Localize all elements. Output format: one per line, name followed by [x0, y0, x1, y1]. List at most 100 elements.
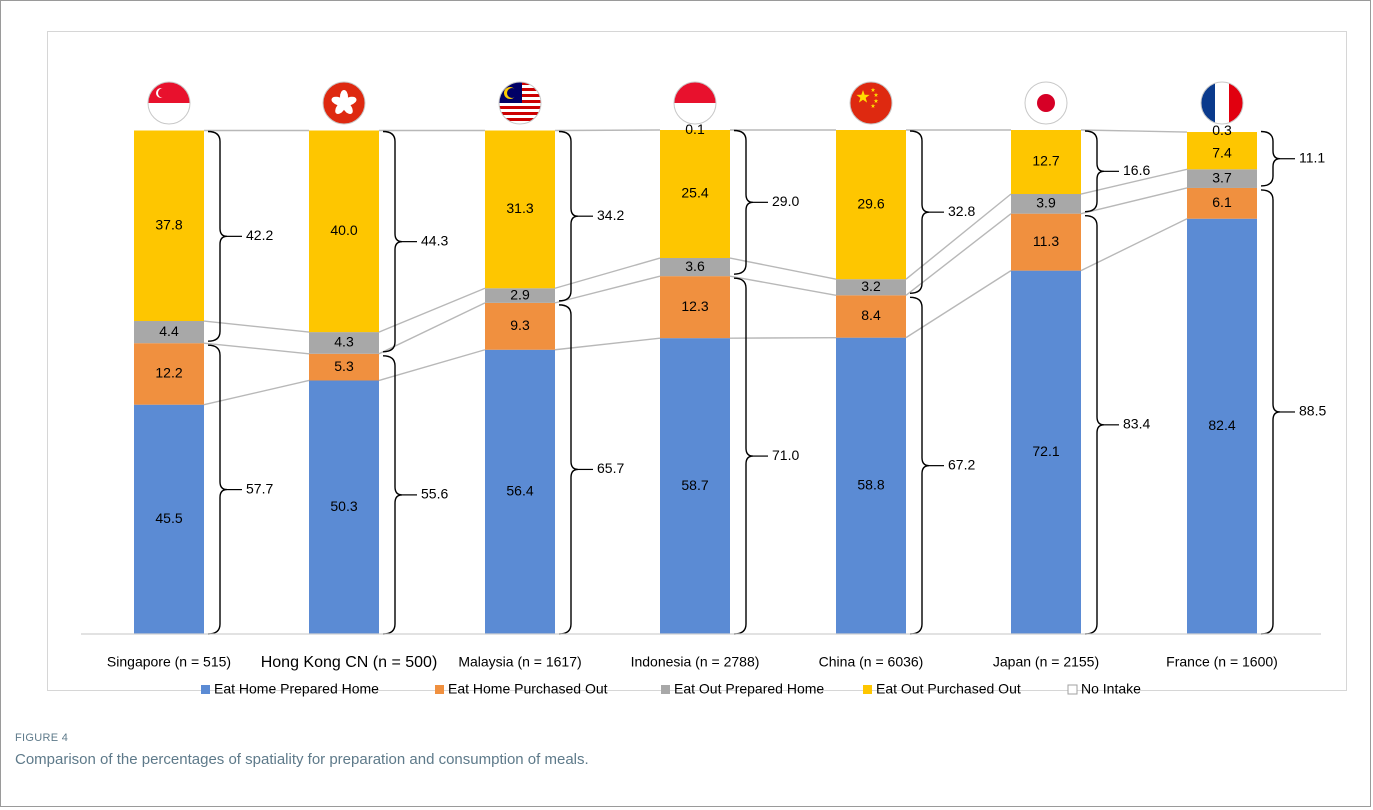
flag-outline [673, 81, 717, 125]
flag-body [850, 82, 892, 124]
bar-segment [134, 321, 204, 344]
chart-area [47, 31, 1347, 691]
total-bracket [1084, 130, 1105, 213]
bar-segment [1187, 218, 1257, 635]
flag-outline [849, 81, 893, 125]
bracket-total-label: 44.3 [421, 232, 448, 248]
bracket-total-label: 83.4 [1123, 416, 1150, 432]
category-label: Japan (n = 2155) [993, 654, 1099, 670]
flag-stripe [499, 115, 541, 119]
bar-segment [660, 258, 730, 277]
flag-star [870, 103, 876, 108]
series-connector-line [554, 129, 661, 132]
category-label: Indonesia (n = 2788) [631, 654, 760, 670]
category-label: Malaysia (n = 1617) [458, 654, 581, 670]
bar-value-label: 40.0 [330, 222, 357, 238]
bar-value-label: 6.1 [1212, 194, 1232, 210]
series-connector-line [905, 213, 1012, 296]
bar-value-label: 11.3 [1033, 233, 1059, 249]
bracket-total-label: 32.8 [948, 203, 975, 219]
bar-segment [309, 332, 379, 354]
bar-segment [1011, 194, 1081, 214]
total-bracket [207, 344, 228, 635]
flag-field [148, 82, 190, 103]
bar-segment [660, 130, 730, 259]
flag-stripe [1215, 82, 1230, 124]
bar-value-label: 3.7 [1212, 169, 1232, 185]
total-bracket [207, 130, 228, 342]
connector-lines [203, 129, 1188, 406]
bar-value-label: 58.7 [681, 477, 708, 493]
flag-stripe [499, 106, 541, 110]
flag-field [850, 82, 892, 124]
flag-outline [1200, 81, 1244, 125]
series-connector-line [203, 320, 310, 333]
series-connector-line [554, 257, 661, 289]
bar-value-label: 2.9 [510, 286, 530, 302]
bracket-total-label: 16.6 [1123, 162, 1150, 178]
legend-swatch [863, 685, 872, 694]
bar-segment [1011, 270, 1081, 634]
indonesia-flag-icon [673, 81, 717, 125]
legend-label: Eat Home Purchased Out [448, 681, 608, 697]
bar-value-label: 0.1 [685, 121, 705, 137]
bar-value-label: 0.3 [1212, 122, 1232, 138]
total-bracket [558, 304, 579, 635]
bar-segment [1187, 187, 1257, 219]
series-connector-line [1080, 218, 1188, 272]
flag-stripe [499, 118, 541, 122]
bar-segment [485, 349, 555, 634]
japan-flag-icon [1024, 81, 1068, 125]
legend-swatch [201, 685, 210, 694]
figure-label: FIGURE 4 [15, 732, 69, 744]
bar-segment [309, 130, 379, 333]
series-connector-line [729, 275, 837, 297]
legend-label: No Intake [1081, 681, 1141, 697]
figure-caption: Comparison of the percentages of spatial… [15, 751, 589, 768]
total-bracket [733, 277, 754, 635]
bar-value-label: 58.8 [857, 477, 884, 493]
flag-body [148, 82, 190, 124]
flag-body [499, 82, 541, 124]
bar-segment [1187, 169, 1257, 188]
bar-value-label: 31.3 [506, 200, 533, 216]
bracket-total-label: 65.7 [597, 460, 624, 476]
legend-swatch [435, 685, 444, 694]
flag-stripe [499, 112, 541, 116]
malaysia-flag-icon [498, 81, 542, 125]
series-connector-line [1080, 129, 1188, 133]
bar-value-label: 7.4 [1212, 144, 1232, 160]
flag-field [674, 82, 716, 103]
total-bracket [733, 129, 754, 275]
bar-value-label: 56.4 [506, 483, 533, 499]
bar-value-label: 3.2 [861, 278, 881, 294]
bar-value-label: 3.6 [685, 258, 705, 274]
bar-segment [1187, 132, 1257, 170]
flag-moon [158, 88, 168, 98]
flag-star [873, 92, 879, 97]
total-bracket [909, 296, 930, 635]
legend-label: Eat Out Prepared Home [674, 681, 824, 697]
bracket-total-label: 42.2 [246, 227, 273, 243]
flag-body [674, 82, 716, 124]
flag-stripe [499, 109, 541, 113]
bar-value-label: 12.3 [681, 298, 708, 314]
hong-kong-flag-icon [322, 81, 366, 125]
category-label: France (n = 1600) [1166, 654, 1278, 670]
bracket-total-label: 55.6 [421, 486, 448, 502]
bar-segment [134, 343, 204, 405]
total-bracket [1084, 214, 1105, 635]
bar-value-label: 4.4 [159, 323, 179, 339]
bracket-total-label: 67.2 [948, 456, 975, 472]
category-label: Hong Kong CN (n = 500) [261, 654, 438, 671]
bar-value-label: 37.8 [155, 216, 182, 232]
bar-segment [660, 338, 730, 634]
flag-sun [1037, 94, 1055, 112]
bar-segment [836, 337, 906, 634]
flag-star [870, 87, 876, 92]
bracket-total-label: 57.7 [246, 480, 273, 496]
bracket-total-label: 29.0 [772, 193, 799, 209]
flag-star [856, 90, 870, 103]
